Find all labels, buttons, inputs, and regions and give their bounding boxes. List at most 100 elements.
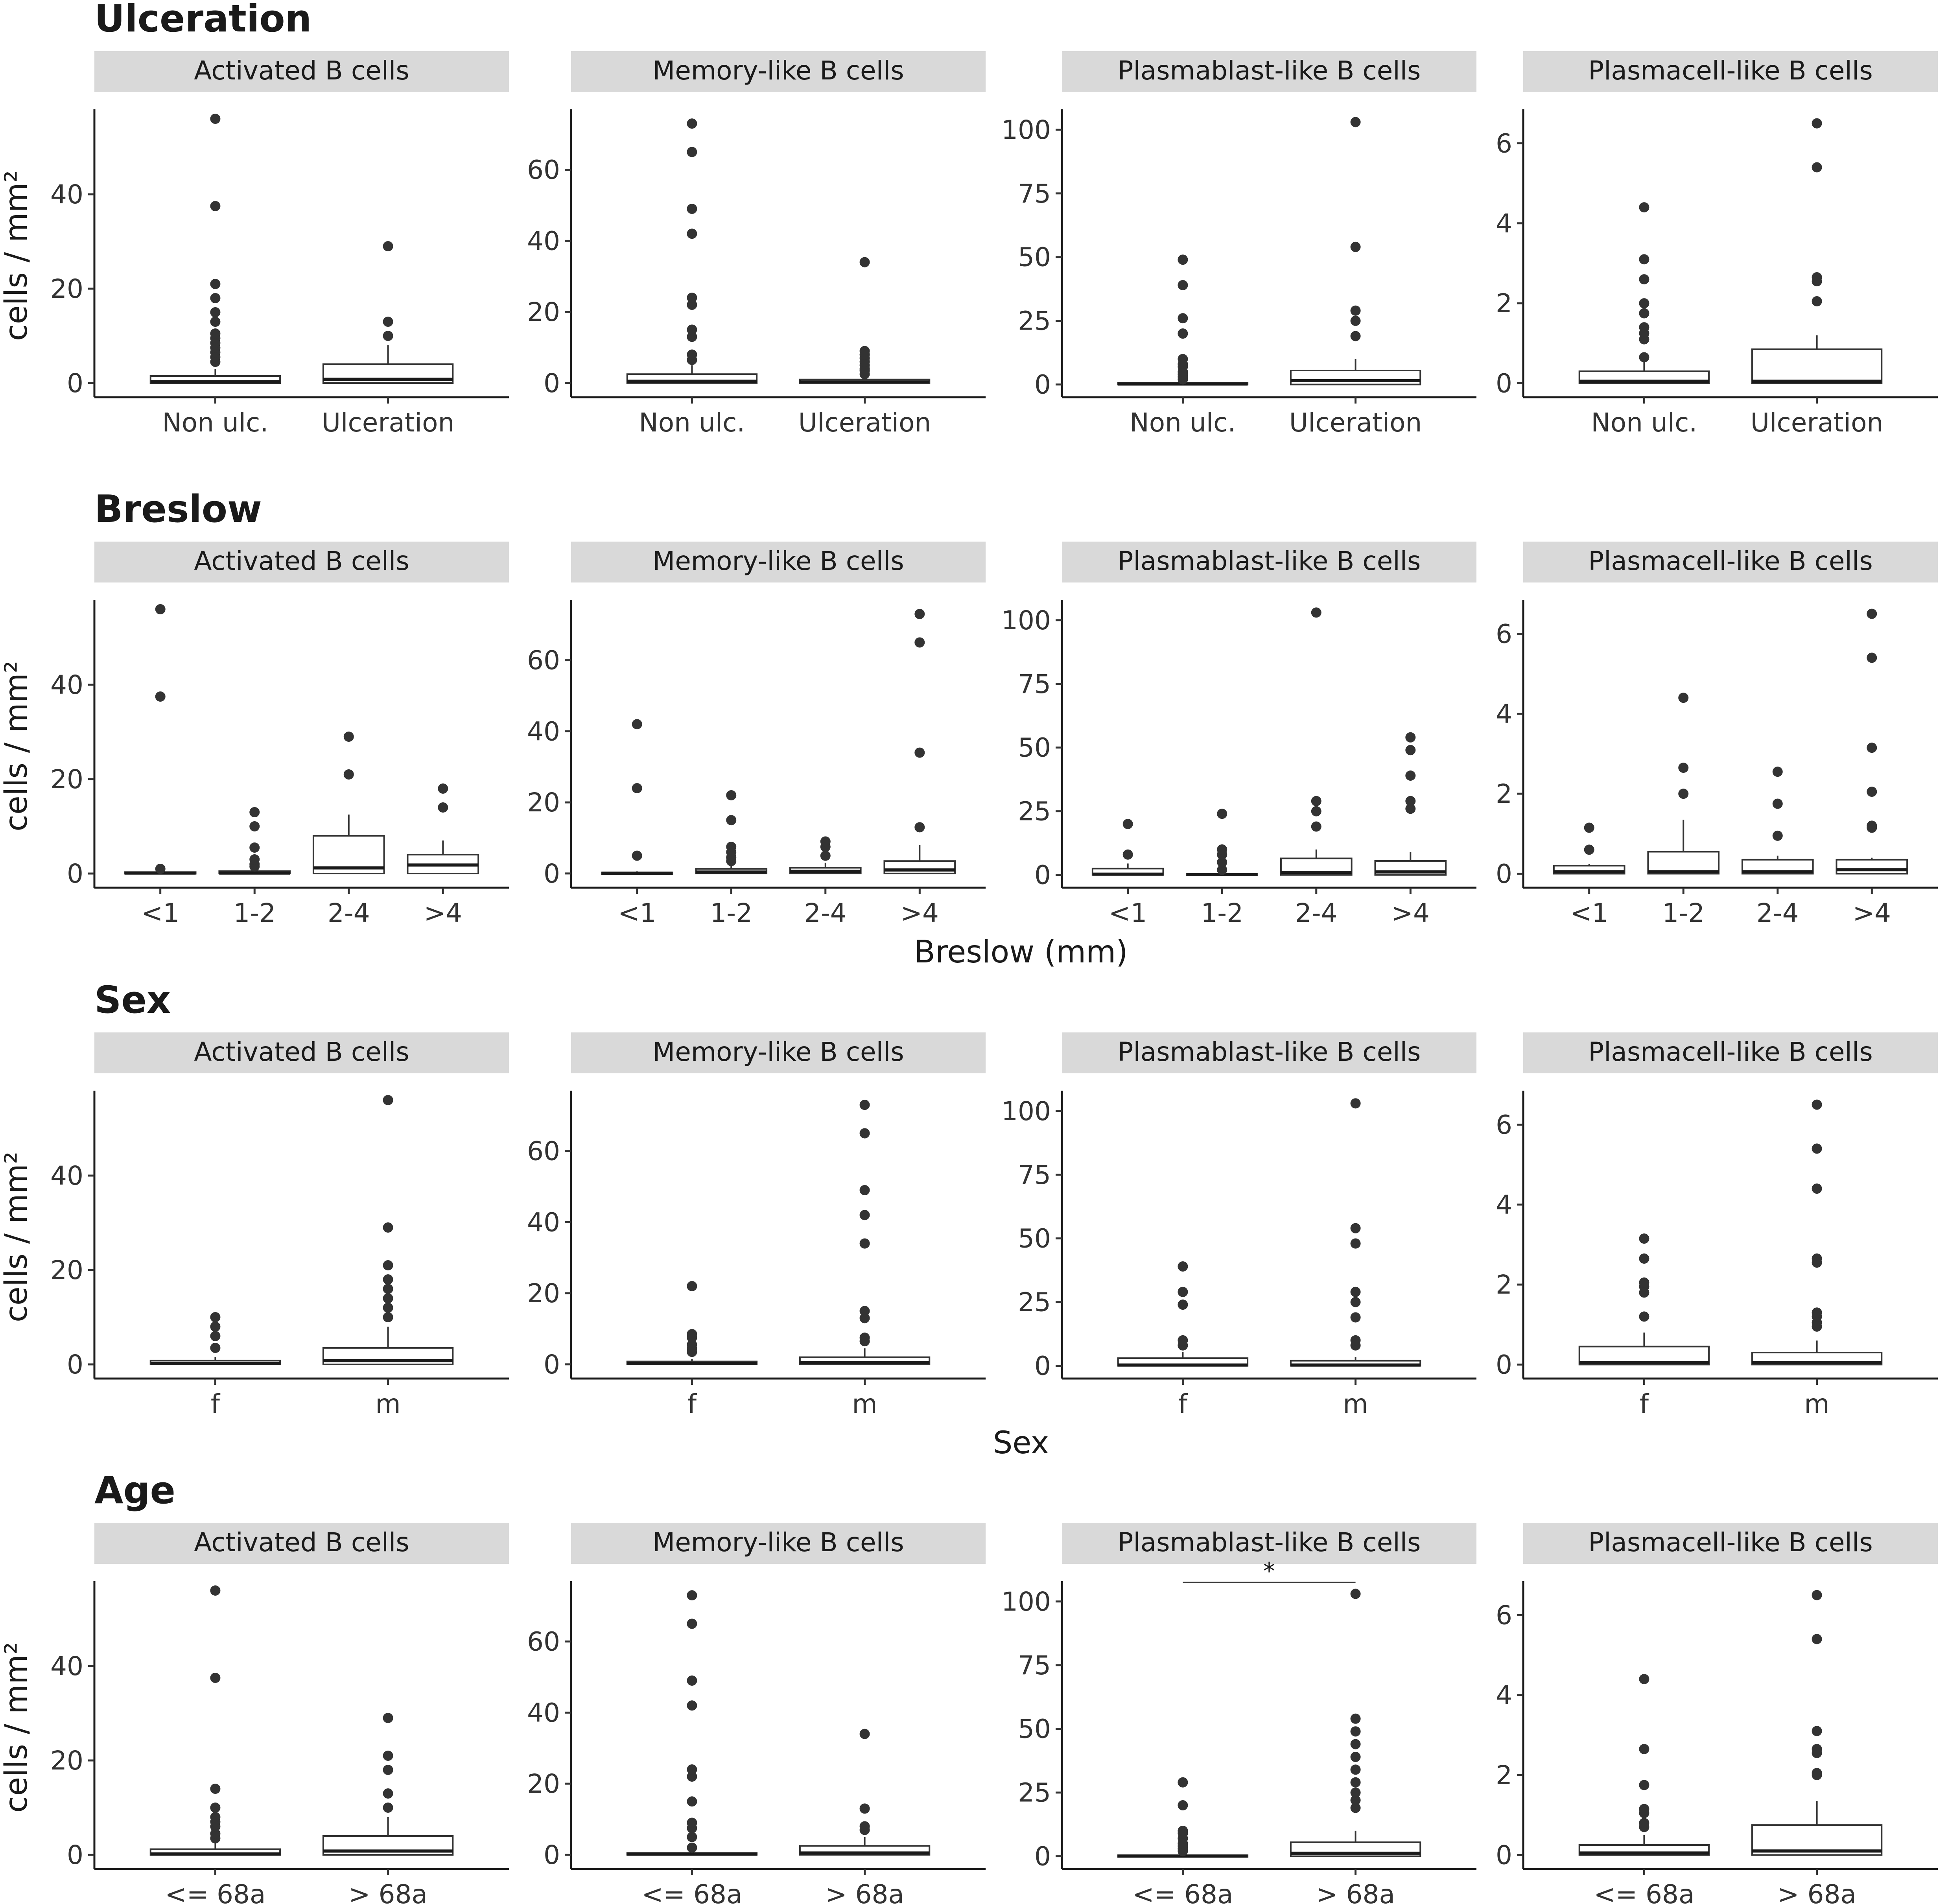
outlier-point <box>383 1284 393 1294</box>
outlier-point <box>687 204 697 214</box>
x-tick-label: Non ulc. <box>1591 407 1697 438</box>
section-title: Ulceration <box>94 0 311 41</box>
outlier-point <box>1812 1634 1822 1644</box>
facet-strip <box>1062 542 1476 582</box>
outlier-point <box>438 783 448 794</box>
facet-label: Memory-like B cells <box>652 546 904 576</box>
outlier-point <box>632 850 642 861</box>
outlier-point <box>859 257 870 267</box>
x-tick-label: >4 <box>424 898 462 928</box>
x-tick-label: <= 68a <box>641 1879 742 1904</box>
outlier-point <box>1639 1818 1649 1828</box>
x-tick-label: > 68a <box>825 1879 904 1904</box>
outlier-point <box>383 1293 393 1303</box>
outlier-point <box>1639 254 1649 265</box>
outlier-point <box>210 279 221 289</box>
outlier-point <box>632 783 642 793</box>
outlier-point <box>1867 787 1877 797</box>
outlier-point <box>383 1260 393 1270</box>
x-tick-label: Non ulc. <box>1130 407 1236 438</box>
y-tick-label: 0 <box>1496 1349 1512 1380</box>
outlier-point <box>210 1673 221 1683</box>
x-tick-label: f <box>1178 1389 1188 1419</box>
outlier-point <box>1639 202 1649 213</box>
facet-strip <box>1523 51 1938 92</box>
y-tick-label: 0 <box>544 1840 560 1870</box>
outlier-point <box>1639 1253 1649 1264</box>
outlier-point <box>859 1210 870 1220</box>
x-tick-label: >4 <box>1853 898 1891 928</box>
outlier-point <box>1772 830 1783 841</box>
outlier-point <box>1639 352 1649 363</box>
y-tick-label: 40 <box>527 1698 560 1728</box>
x-tick-label: m <box>375 1389 400 1419</box>
outlier-point <box>687 1590 697 1601</box>
outlier-point <box>1311 806 1321 817</box>
facet-strip <box>94 51 509 92</box>
x-tick-label: <= 68a <box>1132 1879 1233 1904</box>
x-tick-label: f <box>1640 1389 1649 1419</box>
outlier-point <box>1311 796 1321 806</box>
outlier-point <box>1217 864 1227 875</box>
y-tick-label: 0 <box>1496 1840 1512 1870</box>
facet-label: Plasmacell-like B cells <box>1588 1527 1872 1557</box>
y-tick-label: 0 <box>1034 370 1051 400</box>
outlier-point <box>1178 1261 1188 1272</box>
x-tick-label: > 68a <box>348 1879 428 1904</box>
y-tick-label: 0 <box>1034 1351 1051 1381</box>
outlier-point <box>1178 1335 1188 1346</box>
outlier-point <box>210 1331 221 1341</box>
outlier-point <box>1350 1795 1361 1806</box>
facet-label: Activated B cells <box>194 55 409 86</box>
outlier-point <box>1772 798 1783 809</box>
y-tick-label: 20 <box>50 764 83 794</box>
y-tick-label: 0 <box>544 368 560 398</box>
outlier-point <box>859 1128 870 1139</box>
x-tick-label: >4 <box>901 898 939 928</box>
outlier-point <box>687 1281 697 1292</box>
outlier-point <box>1639 1233 1649 1244</box>
outlier-point <box>210 1312 221 1322</box>
y-tick-label: 40 <box>50 179 83 210</box>
outlier-point <box>1639 274 1649 285</box>
y-tick-label: 0 <box>1034 860 1051 890</box>
y-tick-label: 0 <box>544 859 560 889</box>
outlier-point <box>687 229 697 239</box>
outlier-point <box>383 1788 393 1799</box>
outlier-point <box>1178 1800 1188 1811</box>
y-tick-label: 4 <box>1496 208 1512 239</box>
outlier-point <box>1812 1099 1822 1110</box>
y-tick-label: 25 <box>1018 1287 1051 1318</box>
outlier-point <box>1350 1787 1361 1798</box>
outlier-point <box>1122 819 1133 829</box>
facet-label: Activated B cells <box>194 546 409 576</box>
outlier-point <box>1812 1307 1822 1318</box>
y-tick-label: 0 <box>1496 368 1512 398</box>
outlier-point <box>1350 1764 1361 1775</box>
facet-label: Plasmacell-like B cells <box>1588 55 1872 86</box>
y-tick-label: 0 <box>67 1840 83 1870</box>
outlier-point <box>1178 354 1188 364</box>
facet-label: Memory-like B cells <box>652 55 904 86</box>
outlier-point <box>155 604 166 614</box>
y-tick-label: 6 <box>1496 619 1512 649</box>
outlier-point <box>1639 308 1649 319</box>
x-tick-label: <1 <box>1570 898 1608 928</box>
outlier-point <box>726 790 737 801</box>
outlier-point <box>1350 117 1361 127</box>
y-tick-label: 60 <box>527 645 560 676</box>
facet-strip <box>571 1032 986 1073</box>
y-tick-label: 20 <box>50 1745 83 1776</box>
y-axis-title: cells / mm² <box>0 1642 34 1813</box>
y-tick-label: 0 <box>1496 859 1512 889</box>
facet-label: Plasmablast-like B cells <box>1118 546 1421 576</box>
outlier-point <box>1812 1726 1822 1736</box>
y-tick-label: 0 <box>1034 1841 1051 1872</box>
panel: Activated B cells 0 20 40 <= 68a > 68a <box>50 1523 509 1904</box>
outlier-point <box>1350 1238 1361 1249</box>
outlier-point <box>1350 331 1361 341</box>
y-tick-label: 50 <box>1018 1714 1051 1744</box>
outlier-point <box>1639 322 1649 333</box>
x-tick-label: <1 <box>141 898 179 928</box>
panel: Memory-like B cells 0 20 40 60 <1 1-2 2-4 >4 <box>527 542 986 928</box>
